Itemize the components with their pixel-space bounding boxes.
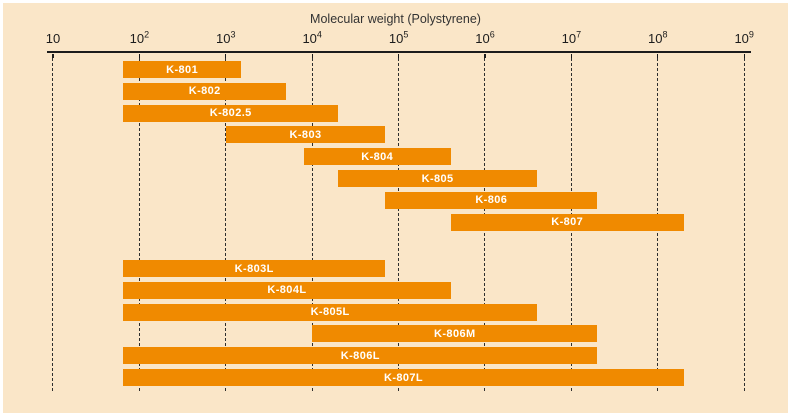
x-axis-line xyxy=(47,51,751,53)
range-bar: K-803 xyxy=(225,126,386,144)
range-bar: K-804L xyxy=(123,281,451,299)
x-tick-label: 105 xyxy=(388,29,409,46)
x-tick-label: 103 xyxy=(216,29,236,46)
range-bar: K-806M xyxy=(312,325,598,343)
range-bar: K-806 xyxy=(385,191,598,209)
x-tick-mark xyxy=(52,53,54,58)
gridline xyxy=(311,58,313,391)
range-bar: K-807 xyxy=(450,213,684,231)
x-tick-mark xyxy=(225,53,227,58)
range-bar: K-806L xyxy=(123,347,598,365)
x-tick-mark xyxy=(570,53,573,58)
bar-label: K-806 xyxy=(475,194,508,207)
bar-label: K-803L xyxy=(234,262,274,275)
bar-label: K-805L xyxy=(310,306,350,319)
gridline xyxy=(743,58,745,391)
x-tick-label: 109 xyxy=(734,29,754,46)
x-tick-mark xyxy=(138,53,141,58)
chart-title: Molecular weight (Polystyrene) xyxy=(310,12,481,26)
bar-label: K-802 xyxy=(188,85,221,98)
bar-label: K-805 xyxy=(421,172,454,185)
range-bar: K-803L xyxy=(123,260,386,277)
gridline xyxy=(398,58,399,391)
bar-label: K-801 xyxy=(166,63,199,76)
x-tick-mark xyxy=(484,53,486,58)
x-tick-mark xyxy=(657,53,659,58)
bar-label: K-806L xyxy=(340,349,380,362)
x-tick-label: 107 xyxy=(561,29,582,46)
x-tick-label: 108 xyxy=(648,29,668,46)
range-bar: K-804 xyxy=(303,148,451,166)
x-tick-label: 104 xyxy=(302,29,322,46)
gridline xyxy=(138,58,140,391)
bar-label: K-806M xyxy=(434,327,476,340)
bar-label: K-804 xyxy=(361,150,394,163)
range-bar: K-805L xyxy=(123,303,538,321)
range-bar: K-801 xyxy=(123,61,241,78)
bar-label: K-804L xyxy=(267,284,307,297)
x-tick-mark xyxy=(397,53,400,58)
x-tick-label: 102 xyxy=(129,29,150,46)
x-tick-label: 106 xyxy=(475,29,495,46)
bar-label: K-802.5 xyxy=(209,107,252,120)
bar-label: K-807L xyxy=(383,371,424,384)
range-bar: K-802.5 xyxy=(123,104,339,122)
x-tick-mark xyxy=(311,53,313,58)
range-bar: K-802 xyxy=(123,82,287,100)
bar-label: K-807 xyxy=(551,216,584,229)
x-tick-label: 10 xyxy=(45,31,61,46)
range-bar: K-805 xyxy=(338,170,537,187)
gridline xyxy=(225,58,227,391)
range-bar: K-807L xyxy=(123,369,684,386)
x-tick-mark xyxy=(743,53,745,58)
gridline xyxy=(52,58,54,391)
bar-label: K-803 xyxy=(289,128,322,141)
